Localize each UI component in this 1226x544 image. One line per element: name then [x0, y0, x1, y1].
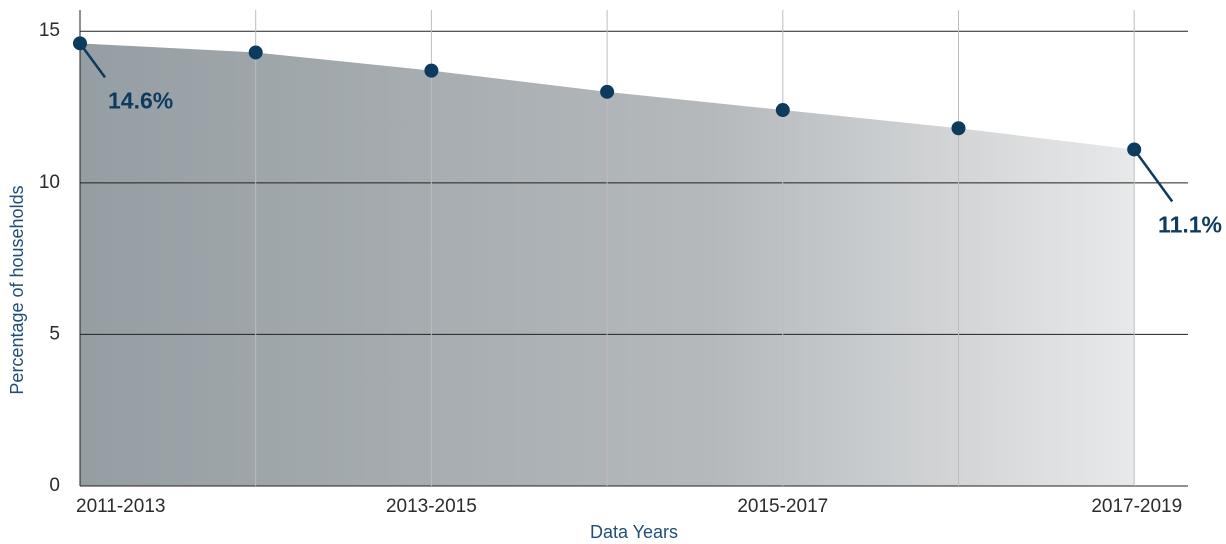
x-tick-label: 2017-2019 [1091, 496, 1182, 517]
data-point [951, 121, 966, 136]
x-tick-label: 2015-2017 [737, 496, 828, 517]
x-axis-title: Data Years [590, 522, 678, 542]
data-point [600, 84, 615, 99]
leader-line [78, 42, 107, 79]
data-point [424, 63, 439, 78]
x-tick-label: 2011-2013 [76, 496, 165, 517]
data-point [775, 103, 790, 118]
value-label: 11.1% [1158, 212, 1222, 238]
leader-line [1133, 148, 1174, 203]
x-tick-label: 2013-2015 [386, 496, 477, 517]
y-tick-label: 15 [39, 20, 60, 41]
y-tick-label: 5 [49, 323, 60, 344]
y-axis-title: Percentage of households [7, 185, 27, 394]
y-tick-label: 0 [49, 475, 60, 496]
value-label: 14.6% [108, 87, 173, 113]
data-point [248, 45, 263, 60]
y-tick-label: 10 [39, 172, 60, 193]
